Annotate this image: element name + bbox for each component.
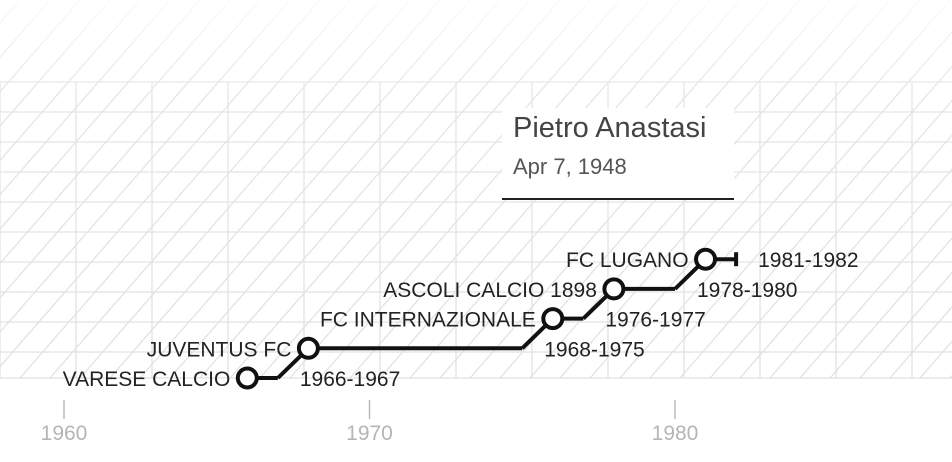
club-label: ASCOLI CALCIO 1898 <box>383 279 597 302</box>
player-birth-date: Apr 7, 1948 <box>513 154 627 179</box>
stint-start-marker <box>541 307 565 331</box>
period-label: 1981-1982 <box>758 249 858 272</box>
club-label: JUVENTUS FC <box>147 338 292 361</box>
player-name: Pietro Anastasi <box>513 112 707 144</box>
x-tick-label: 1980 <box>652 422 699 445</box>
stint-start-marker <box>694 247 718 271</box>
period-label: 1976-1977 <box>605 309 705 332</box>
stint-start-marker <box>235 366 259 390</box>
club-label: FC INTERNAZIONALE <box>320 309 536 332</box>
axis-area <box>0 380 952 462</box>
period-label: 1966-1967 <box>300 368 400 391</box>
period-label: 1978-1980 <box>697 279 797 302</box>
stint-start-marker <box>602 277 626 301</box>
stint-start-marker <box>296 336 320 360</box>
club-label: FC LUGANO <box>566 249 689 272</box>
period-label: 1968-1975 <box>544 338 644 361</box>
club-label: VARESE CALCIO <box>63 368 231 391</box>
x-axis: 1960 1970 1980 <box>41 400 699 445</box>
x-tick-label: 1960 <box>41 422 88 445</box>
pattern-fade <box>0 0 952 380</box>
labels: VARESE CALCIO 1966-1967 JUVENTUS FC 1968-19… <box>63 249 859 391</box>
player-card: Pietro Anastasi Apr 7, 1948 <box>502 108 734 200</box>
x-tick-label: 1970 <box>346 422 393 445</box>
